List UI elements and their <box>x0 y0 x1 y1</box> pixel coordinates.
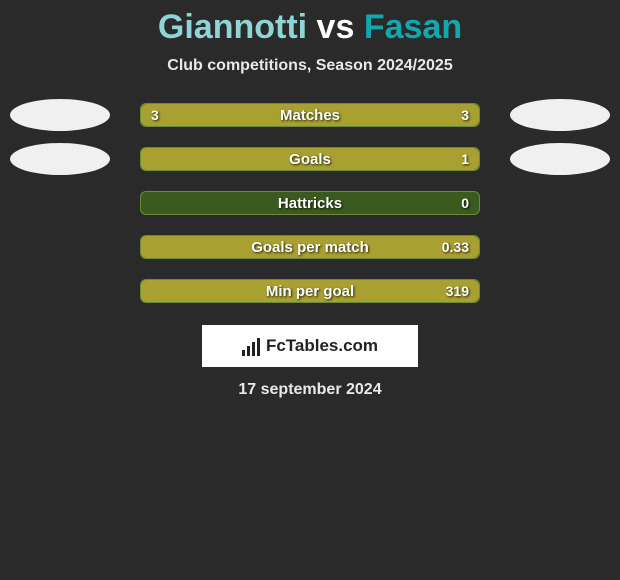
stat-row: Goals per match0.33 <box>0 235 620 259</box>
bar-fill-left <box>141 104 310 126</box>
stat-label: Hattricks <box>141 192 479 214</box>
stat-bar: Matches33 <box>140 103 480 127</box>
page-container: Giannotti vs Fasan Club competitions, Se… <box>0 0 620 399</box>
stat-bar: Goals1 <box>140 147 480 171</box>
team-badge-right <box>510 99 610 131</box>
bar-chart-icon <box>242 336 260 356</box>
player1-name: Giannotti <box>158 8 307 46</box>
stats-list: Matches33 Goals1 Hattricks0 Goals per match… <box>0 103 620 303</box>
stat-bar: Min per goal319 <box>140 279 480 303</box>
bar-fill-right <box>310 104 479 126</box>
subtitle: Club competitions, Season 2024/2025 <box>0 57 620 75</box>
logo-text: FcTables.com <box>266 336 378 356</box>
team-badge-right <box>510 143 610 175</box>
date-text: 17 september 2024 <box>0 381 620 399</box>
vs-text: vs <box>317 8 355 46</box>
stat-row: Matches33 <box>0 103 620 127</box>
team-badge-left <box>10 143 110 175</box>
stat-bar: Hattricks0 <box>140 191 480 215</box>
team-badge-left <box>10 99 110 131</box>
player2-name: Fasan <box>364 8 462 46</box>
bar-fill-right <box>141 280 479 302</box>
stat-row: Hattricks0 <box>0 191 620 215</box>
bar-fill-right <box>141 148 479 170</box>
fctables-logo-link[interactable]: FcTables.com <box>202 325 418 367</box>
bar-fill-right <box>141 236 479 258</box>
page-title: Giannotti vs Fasan <box>0 8 620 47</box>
stat-value-right: 0 <box>461 192 469 214</box>
stat-bar: Goals per match0.33 <box>140 235 480 259</box>
stat-row: Min per goal319 <box>0 279 620 303</box>
stat-row: Goals1 <box>0 147 620 171</box>
